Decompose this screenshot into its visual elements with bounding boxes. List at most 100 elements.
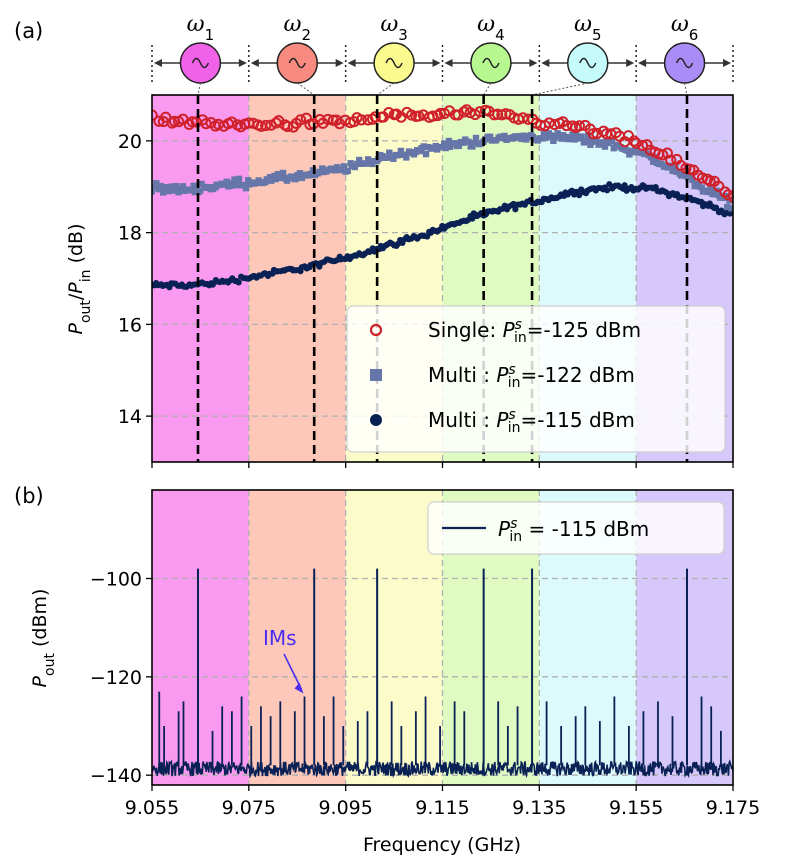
omega-1-label: ω1 [187,12,215,44]
arrow-head-right [432,59,441,67]
y-tick-label-a: 16 [118,314,142,336]
point-multi-122 [356,156,363,164]
legend-a-box [346,305,726,453]
point-multi-122 [403,154,410,161]
point-single-125 [728,191,733,203]
point-single-125 [369,111,381,123]
tone-leader-line [684,82,688,96]
legend-a-entry-2: Multi : Ps in=-122 dBm [428,362,635,391]
point-multi-122 [424,143,432,151]
point-multi-122 [666,162,674,170]
point-multi-122 [672,164,679,172]
point-multi-122 [188,187,195,194]
point-multi-122 [277,174,285,182]
point-multi-115 [604,187,611,194]
point-multi-122 [279,169,287,177]
point-multi-122 [152,184,158,191]
point-multi-122 [231,176,238,183]
panel-a-gain-chart: 14 16 18 20 Pout/Pin (dB) Single: Ps in=-125… [65,94,734,468]
x-tick-label: 9.135 [512,797,566,819]
arrow-head-left [154,59,162,67]
point-multi-122 [179,183,187,190]
pump-markers-a [196,95,689,462]
point-multi-122 [547,132,555,139]
point-multi-122 [569,131,576,139]
point-multi-122 [503,136,510,143]
point-multi-122 [159,189,167,196]
point-multi-122 [274,171,282,178]
point-multi-122 [626,151,633,158]
point-single-125 [704,175,716,187]
point-multi-122 [724,203,731,211]
band-2-a [248,95,346,462]
omega-5-label: ω5 [574,12,602,44]
point-multi-122 [340,163,348,170]
point-multi-122 [394,152,401,159]
point-multi-122 [168,183,175,190]
point-multi-122 [397,147,405,155]
tone-header: ω1 ω2 ω3 ω4 ω5 ω6 [151,12,734,96]
point-multi-122 [539,135,546,142]
point-multi-115 [512,206,519,213]
point-multi-122 [470,139,478,147]
point-multi-122 [698,184,705,191]
sine-wave-icon [482,57,500,69]
legend-marker-multi-115 [370,414,382,426]
arrow-head-left [541,59,550,67]
ims-arrow [283,653,303,690]
sine-wave-icon [579,57,597,69]
point-single-125 [573,120,586,132]
point-multi-122 [540,130,548,138]
point-multi-115 [469,215,476,222]
point-multi-122 [486,133,494,141]
point-multi-122 [446,143,454,151]
y-tick-label-b: −120 [90,667,142,689]
point-multi-122 [543,134,551,141]
point-single-125 [432,109,444,122]
y-axis-label-b: Pout (dBm) [29,589,58,688]
point-single-125 [413,110,425,122]
point-multi-122 [172,182,180,190]
point-multi-122 [567,135,574,143]
point-multi-122 [728,205,733,212]
point-multi-122 [550,137,557,145]
point-multi-115 [712,204,720,211]
legend-b-entry: Ps in = -115 dBm [498,516,649,545]
point-multi-122 [152,188,155,195]
ims-annotation: IMs [263,626,304,694]
point-multi-122 [164,184,171,191]
point-multi-122 [223,178,230,185]
legend-a-entry-3: Multi : Ps in=-115 dBm [428,407,635,436]
point-multi-122 [438,143,445,151]
point-single-125 [458,106,470,118]
point-multi-122 [601,143,609,150]
point-multi-122 [465,138,472,145]
point-multi-122 [233,181,241,189]
axis-ticks-b: 9.055 9.075 9.095 9.115 9.135 9.155 9.175 −140 −… [90,569,760,820]
point-multi-122 [268,177,275,184]
point-multi-122 [175,189,182,196]
point-multi-122 [578,133,585,140]
point-single-125 [597,125,610,137]
ims-label: IMs [263,626,297,650]
omega-3-label: ω3 [380,12,408,44]
point-single-125 [630,137,642,149]
point-multi-122 [161,184,168,191]
point-single-125 [543,117,555,129]
point-multi-122 [420,143,427,150]
x-axis-label: Frequency (GHz) [363,834,521,856]
sine-wave-icon [675,57,694,69]
legend-marker-multi-122 [370,369,382,381]
axis-ticks-a: 14 16 18 20 [118,131,734,468]
point-single-125 [636,139,649,152]
sine-wave-icon [385,57,403,69]
point-multi-122 [319,165,326,172]
arrow-head-left [250,59,259,67]
point-single-125 [334,118,346,130]
ims-arrow-head [294,682,304,694]
omega-4-label: ω4 [477,12,505,44]
point-single-125 [383,107,395,119]
point-multi-122 [571,136,578,143]
point-multi-122 [390,155,397,162]
point-multi-122 [551,133,558,141]
